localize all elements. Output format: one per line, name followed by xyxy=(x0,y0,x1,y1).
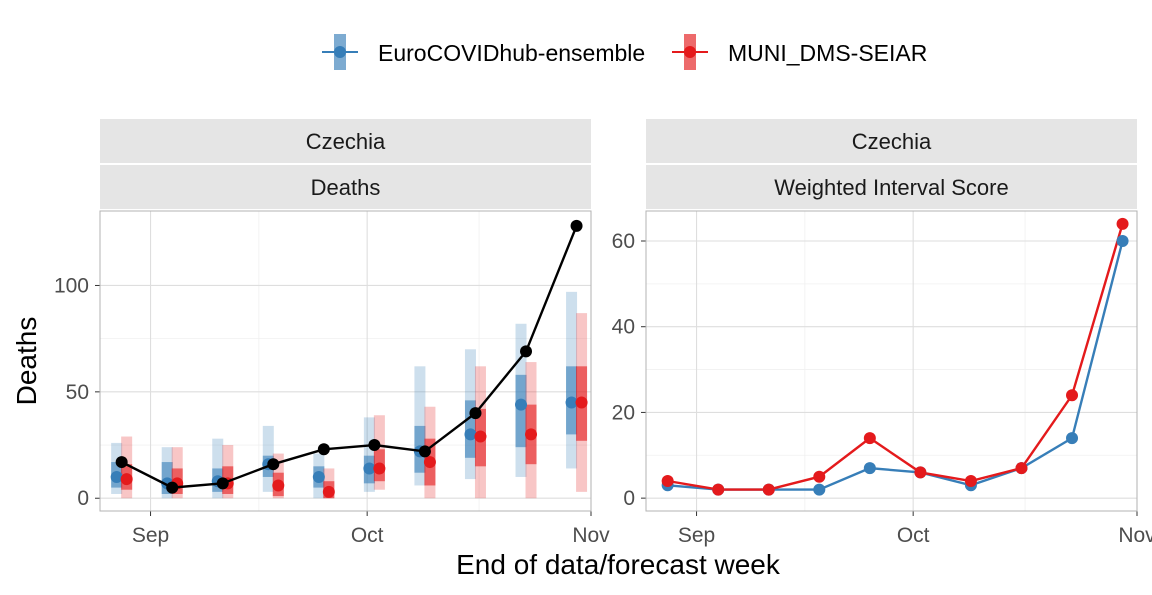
right-y-tick-label: 20 xyxy=(612,401,635,424)
median-point xyxy=(312,470,325,483)
left-y-tick-label: 100 xyxy=(54,274,89,297)
right-panel-strips: Czechia Weighted Interval Score xyxy=(646,119,1137,209)
right-x-tick-label: Oct xyxy=(897,524,930,547)
left-x-tick-label: Oct xyxy=(351,524,384,547)
observed-point xyxy=(520,345,533,358)
observed-point xyxy=(115,456,128,469)
right-panel-axes: Sep Oct Nov 0 20 40 60 xyxy=(612,230,1152,547)
median-point xyxy=(363,462,376,475)
left-panel-axes: Sep Oct Nov 0 50 100 xyxy=(54,274,610,547)
legend-key-ensemble-point xyxy=(334,46,346,58)
right-strip-top-label: Czechia xyxy=(852,129,932,154)
wis-point xyxy=(1066,389,1079,402)
observed-point xyxy=(570,219,583,232)
right-panel-marks xyxy=(661,217,1129,496)
right-strip-bottom-label: Weighted Interval Score xyxy=(774,175,1008,200)
wis-point xyxy=(813,470,826,483)
left-panel-strips: Czechia Deaths xyxy=(100,119,591,209)
left-strip-top xyxy=(100,119,591,163)
right-x-tick-label: Sep xyxy=(678,524,715,547)
left-strip-bottom-label: Deaths xyxy=(311,175,381,200)
median-point xyxy=(575,396,588,409)
left-y-tick-label: 0 xyxy=(77,487,89,510)
legend-label-muni: MUNI_DMS-SEIAR xyxy=(728,40,927,66)
wis-point xyxy=(964,475,977,487)
observed-point xyxy=(418,445,431,458)
median-point xyxy=(272,479,285,492)
left-x-tick-label: Sep xyxy=(132,524,169,547)
median-point xyxy=(515,398,528,411)
median-point xyxy=(525,428,538,441)
right-y-tick-label: 40 xyxy=(612,316,635,339)
right-x-tick-label: Nov xyxy=(1118,524,1152,547)
observed-point xyxy=(166,481,179,494)
observed-point xyxy=(368,439,381,452)
y-axis-title-left: Deaths xyxy=(11,317,42,406)
observed-point xyxy=(216,477,229,490)
median-point xyxy=(120,473,133,486)
right-y-tick-label: 0 xyxy=(623,487,635,510)
wis-point xyxy=(661,475,674,487)
median-point xyxy=(373,462,386,475)
left-y-tick-label: 50 xyxy=(66,381,89,404)
observed-point xyxy=(469,407,482,420)
wis-point xyxy=(813,483,826,496)
wis-point xyxy=(914,466,927,479)
median-point xyxy=(565,396,578,409)
interval-90-bar xyxy=(363,417,375,492)
right-panel-border xyxy=(645,210,1138,512)
wis-point xyxy=(712,483,725,496)
left-strip-top-label: Czechia xyxy=(306,129,386,154)
legend-key-muni xyxy=(672,34,708,70)
median-point xyxy=(322,485,335,498)
observed-line xyxy=(121,225,578,489)
observed-point xyxy=(317,443,330,456)
left-strip-bottom xyxy=(100,165,591,209)
legend-label-ensemble: EuroCOVIDhub-ensemble xyxy=(378,40,645,66)
wis-point xyxy=(1015,462,1028,475)
observed-point xyxy=(267,458,280,471)
interval-50-bar xyxy=(515,374,527,448)
wis-line xyxy=(667,223,1124,491)
median-point xyxy=(110,470,123,483)
wis-point xyxy=(1116,217,1129,230)
median-point xyxy=(423,456,436,469)
left-panel-marks xyxy=(110,219,588,499)
right-strip-top xyxy=(646,119,1137,163)
median-point xyxy=(474,430,487,443)
legend-key-ensemble xyxy=(322,34,358,70)
wis-point xyxy=(863,432,876,445)
wis-point xyxy=(863,462,876,475)
wis-point xyxy=(1116,235,1129,247)
right-y-tick-label: 60 xyxy=(612,230,635,253)
right-strip-bottom xyxy=(646,165,1137,209)
legend-key-muni-point xyxy=(684,46,696,58)
legend: EuroCOVIDhub-ensemble MUNI_DMS-SEIAR xyxy=(322,34,927,70)
wis-point xyxy=(762,483,775,496)
median-point xyxy=(464,428,477,441)
wis-point xyxy=(1066,432,1079,445)
left-panel-grid xyxy=(100,211,592,511)
left-panel-border xyxy=(99,210,592,512)
left-x-tick-label: Nov xyxy=(572,524,610,547)
x-axis-title: End of data/forecast week xyxy=(456,549,781,580)
